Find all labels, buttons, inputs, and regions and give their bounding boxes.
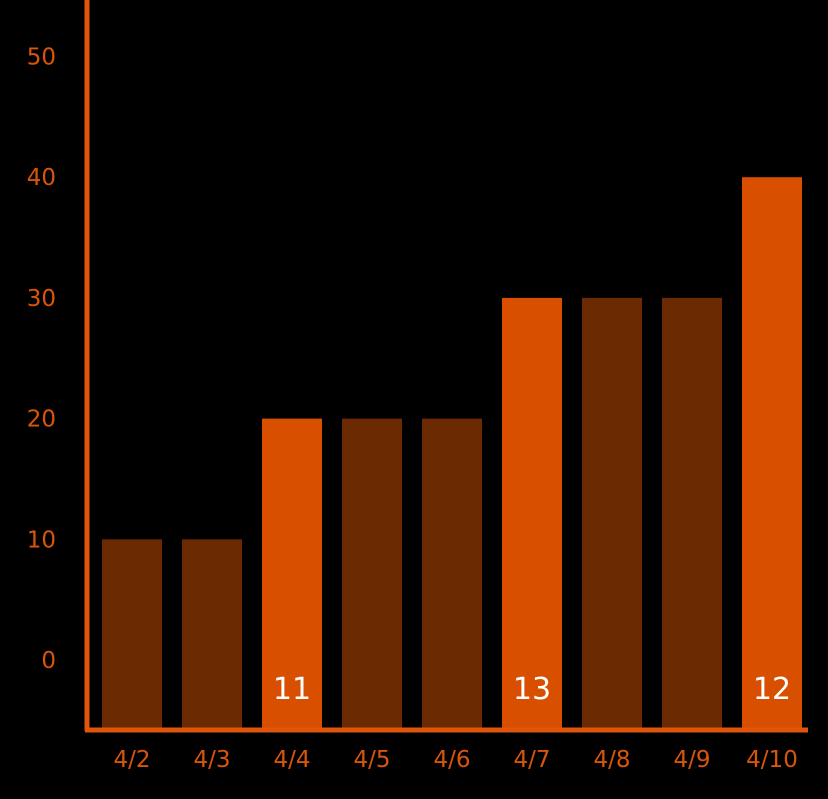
x-tick-label: 4/2 bbox=[113, 747, 150, 773]
x-tick-label: 4/5 bbox=[353, 747, 390, 773]
y-axis-ticks: 0 10 20 30 40 50 bbox=[27, 45, 56, 675]
x-tick-label: 4/3 bbox=[193, 747, 230, 773]
bar-value-label: 11 bbox=[273, 672, 311, 707]
y-tick-label: 30 bbox=[27, 286, 56, 312]
bar-4-7 bbox=[502, 297, 562, 728]
bar-4-9 bbox=[662, 297, 722, 728]
x-tick-label: 4/6 bbox=[433, 747, 470, 773]
bar-value-labels: 11 13 12 bbox=[273, 672, 791, 707]
bar-4-10 bbox=[742, 177, 802, 728]
bars bbox=[102, 177, 802, 728]
x-tick-label: 4/10 bbox=[746, 747, 798, 773]
bar-value-label: 12 bbox=[753, 672, 791, 707]
bar-value-label: 13 bbox=[513, 672, 551, 707]
bar-4-8 bbox=[582, 297, 642, 728]
bar-4-6 bbox=[422, 418, 482, 728]
x-axis-ticks: 4/2 4/3 4/4 4/5 4/6 4/7 4/8 4/9 4/10 bbox=[113, 747, 797, 773]
x-tick-label: 4/4 bbox=[273, 747, 310, 773]
x-tick-label: 4/7 bbox=[513, 747, 550, 773]
x-tick-label: 4/9 bbox=[673, 747, 710, 773]
bar-4-2 bbox=[102, 539, 162, 728]
bar-4-5 bbox=[342, 418, 402, 728]
y-tick-label: 10 bbox=[27, 527, 56, 553]
y-tick-label: 20 bbox=[27, 407, 56, 433]
y-tick-label: 0 bbox=[41, 648, 56, 674]
y-tick-label: 40 bbox=[27, 165, 56, 191]
bar-4-4 bbox=[262, 418, 322, 728]
x-tick-label: 4/8 bbox=[593, 747, 630, 773]
bar-4-3 bbox=[182, 539, 242, 728]
y-tick-label: 50 bbox=[27, 45, 56, 71]
